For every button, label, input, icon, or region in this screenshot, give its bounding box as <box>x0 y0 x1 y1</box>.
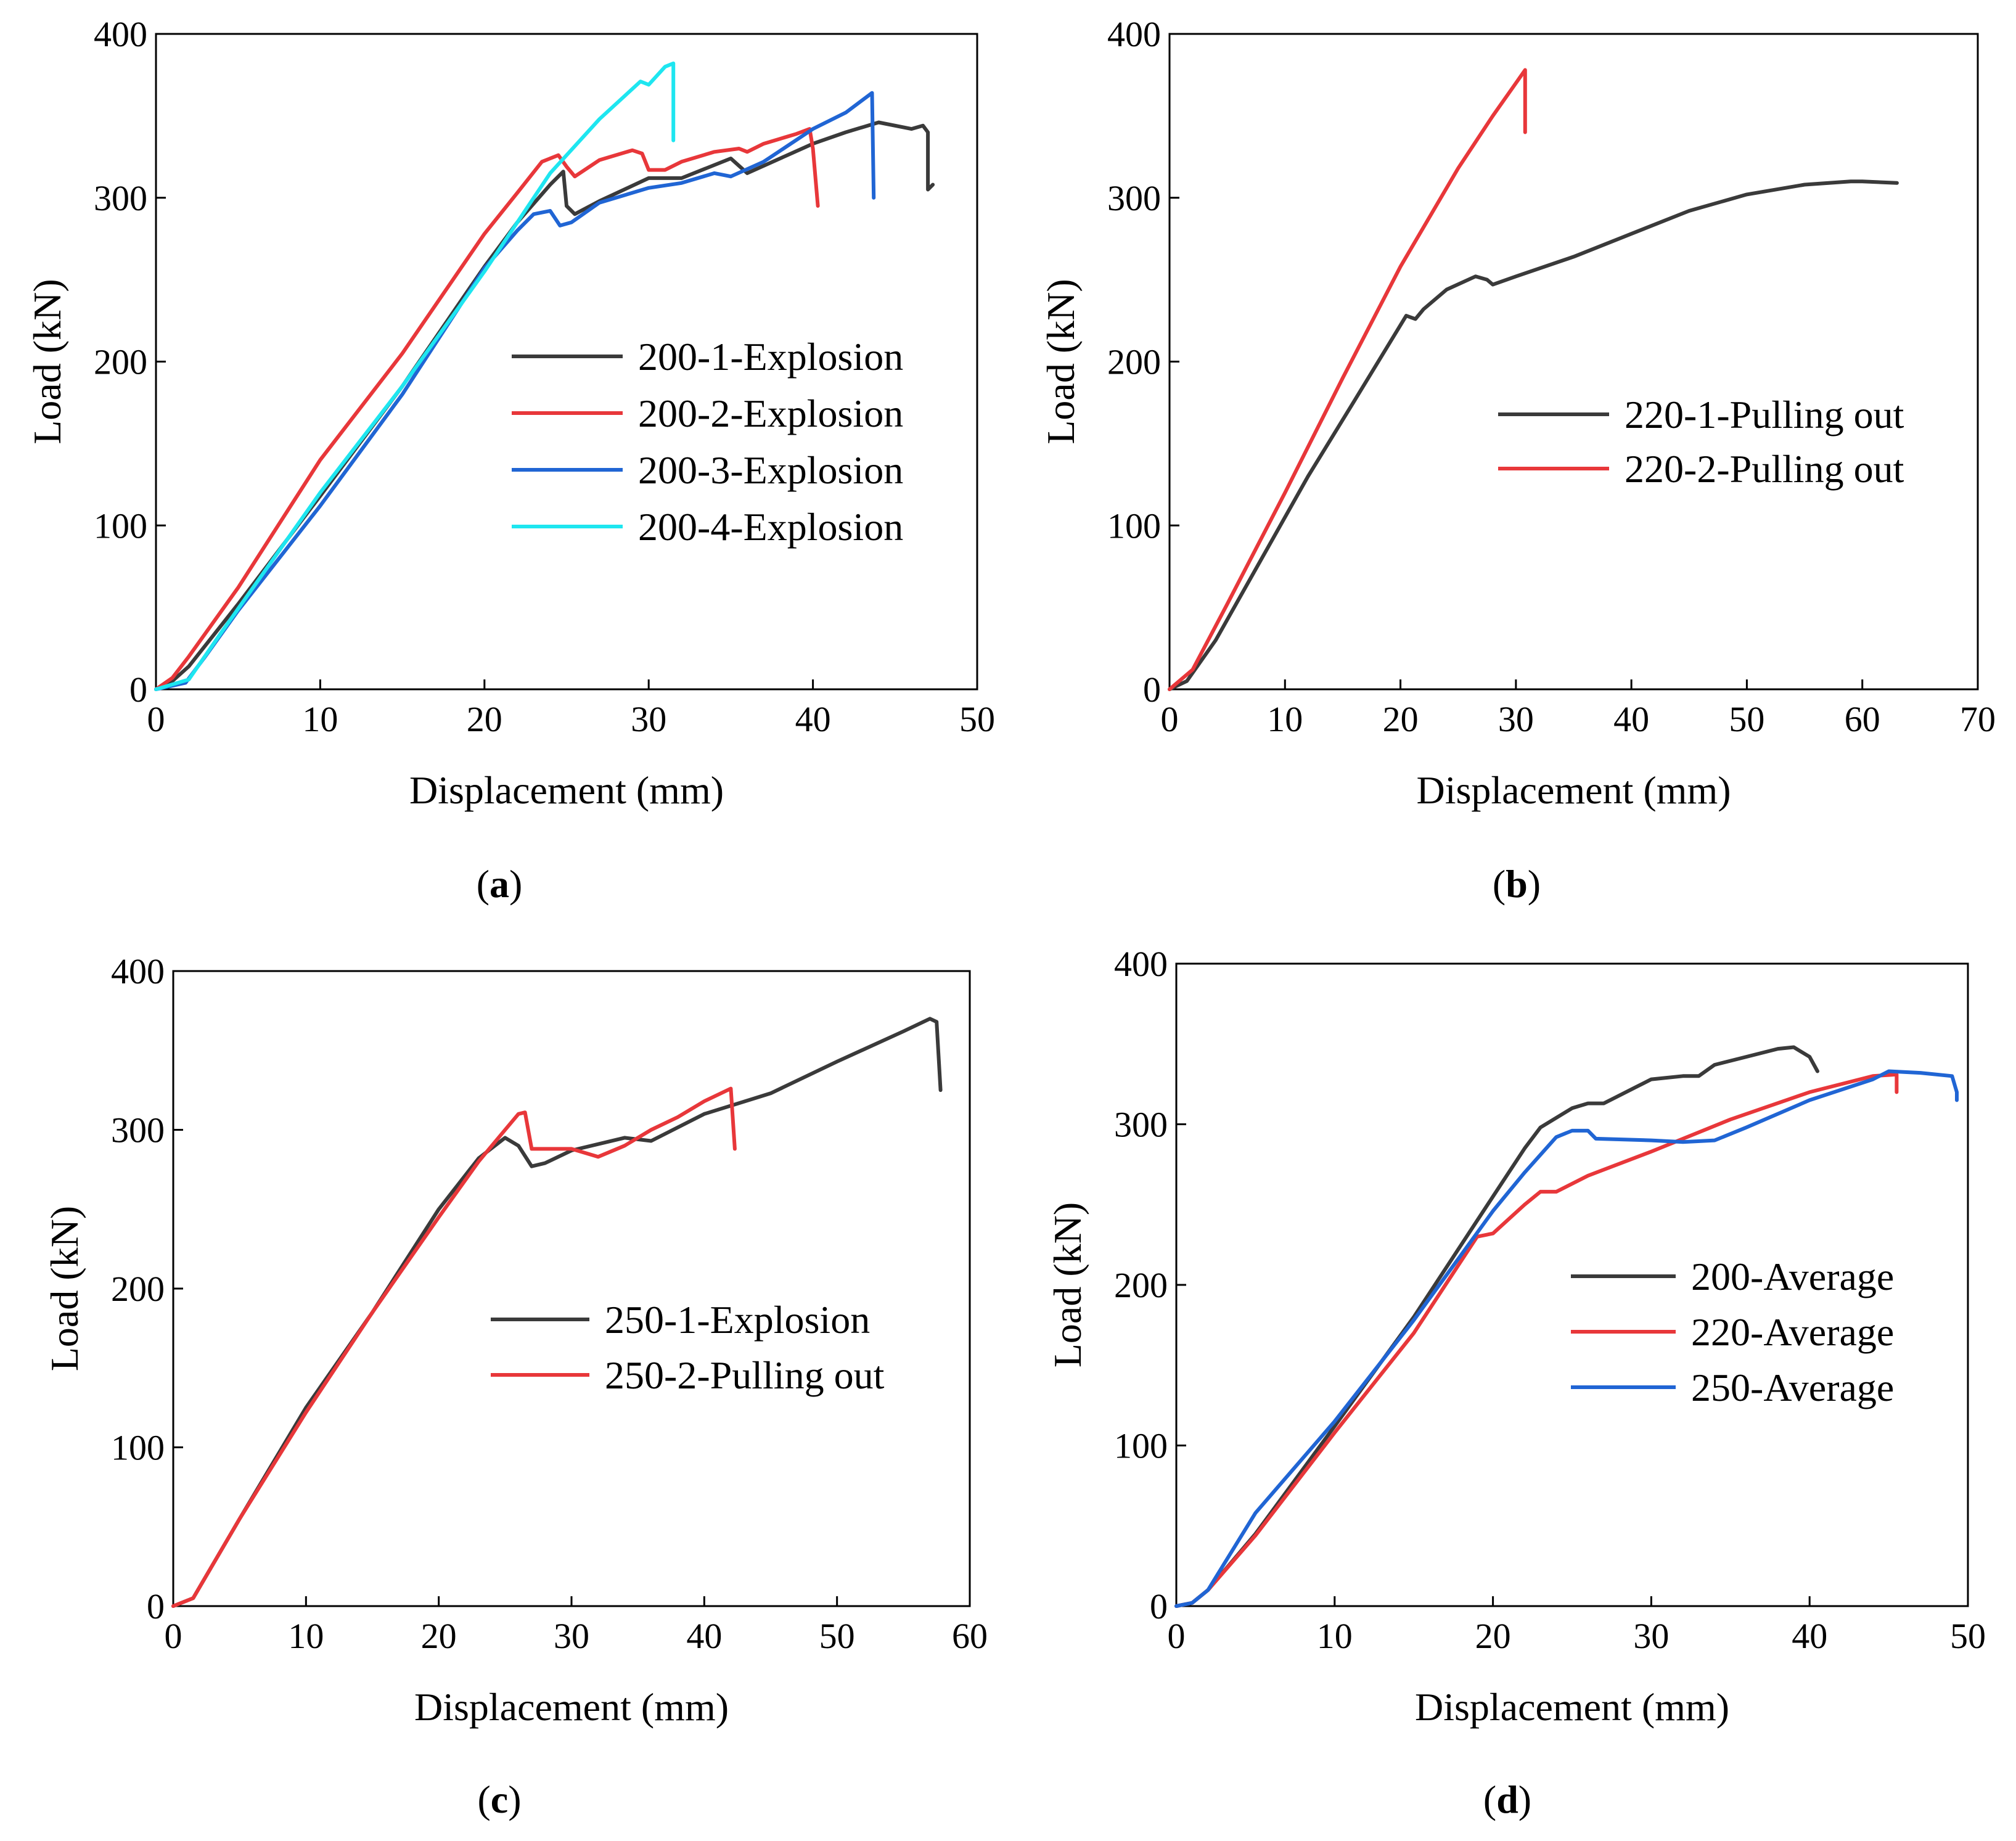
x-axis-title: Displacement (mm) <box>1416 768 1731 812</box>
legend-label: 200-Average <box>1691 1255 1894 1298</box>
x-tick-label: 50 <box>1950 1616 1986 1656</box>
y-tick-label: 100 <box>94 506 147 546</box>
y-tick-label: 300 <box>111 1110 165 1150</box>
y-tick-label: 100 <box>1107 506 1161 546</box>
y-tick-label: 0 <box>1143 670 1161 710</box>
panel-caption: (a) <box>477 862 523 906</box>
x-tick-label: 10 <box>1267 699 1303 739</box>
x-tick-label: 20 <box>467 699 502 739</box>
series-line-200-3-explosion <box>154 91 876 691</box>
x-tick-label: 50 <box>1729 699 1764 739</box>
y-tick-label: 400 <box>111 951 165 991</box>
y-tick-label: 300 <box>1114 1105 1168 1145</box>
x-tick-label: 10 <box>1317 1616 1353 1656</box>
legend-label: 200-1-Explosion <box>638 335 903 379</box>
legend: 200-1-Explosion 200-2-Explosion 200-3-Expl… <box>512 335 903 549</box>
legend: 220-1-Pulling out 220-2-Pulling out <box>1498 393 1904 491</box>
panel-caption: (d) <box>1483 1777 1531 1821</box>
x-tick-label: 20 <box>421 1616 457 1656</box>
y-tick-label: 400 <box>1114 944 1168 984</box>
x-tick-label: 0 <box>1161 699 1179 739</box>
y-axis-title: Load (kN) <box>25 279 69 444</box>
x-tick-label: 40 <box>686 1616 722 1656</box>
x-tick-label: 40 <box>795 699 831 739</box>
x-tick-label: 30 <box>1498 699 1534 739</box>
x-tick-label: 40 <box>1613 699 1649 739</box>
series-line-250-2-pulling-out <box>171 1086 737 1608</box>
x-tick-label: 20 <box>1475 1616 1511 1656</box>
x-tick-label: 30 <box>631 699 666 739</box>
y-tick-label: 200 <box>1114 1265 1168 1305</box>
panel-caption: (c) <box>477 1777 521 1821</box>
legend: 250-1-Explosion 250-2-Pulling out <box>491 1298 885 1397</box>
y-tick-label: 200 <box>94 342 147 382</box>
legend-label: 220-2-Pulling out <box>1625 447 1904 491</box>
panel-b: 0 10 20 30 40 50 60 70 0 100 200 300 400 Displacement… <box>1039 14 1996 906</box>
x-axis-title: Displacement (mm) <box>414 1685 729 1729</box>
x-tick-label: 70 <box>1960 699 1996 739</box>
y-axis-title: Load (kN) <box>43 1206 86 1371</box>
y-tick-label: 100 <box>1114 1426 1168 1466</box>
y-tick-label: 200 <box>111 1269 165 1309</box>
y-tick-label: 200 <box>1107 342 1161 382</box>
legend: 200-Average 220-Average 250-Average <box>1571 1255 1894 1409</box>
y-tick-label: 300 <box>94 178 147 218</box>
x-tick-label: 30 <box>1633 1616 1669 1656</box>
series-line-200-2-explosion <box>154 127 820 691</box>
y-tick-label: 400 <box>1107 14 1161 54</box>
series-line-200-average <box>1174 1045 1819 1608</box>
y-tick-label: 300 <box>1107 178 1161 218</box>
x-axis-title: Displacement (mm) <box>1415 1685 1729 1729</box>
x-tick-label: 60 <box>1845 699 1880 739</box>
legend-label: 250-2-Pulling out <box>605 1353 885 1397</box>
x-tick-label: 0 <box>1168 1616 1186 1656</box>
x-tick-label: 20 <box>1383 699 1419 739</box>
legend-label: 250-1-Explosion <box>605 1298 870 1342</box>
series-line-250-average <box>1174 1069 1959 1608</box>
x-tick-label: 40 <box>1792 1616 1827 1656</box>
x-tick-label: 10 <box>288 1616 324 1656</box>
series-line-220-2-pulling-out <box>1168 68 1527 691</box>
legend-label: 200-4-Explosion <box>638 505 903 549</box>
x-tick-label: 50 <box>819 1616 855 1656</box>
legend-label: 200-2-Explosion <box>638 392 903 435</box>
y-axis-title: Load (kN) <box>1039 279 1083 444</box>
series-line-220-1-pulling-out <box>1168 179 1899 691</box>
panel-c: 0 10 20 30 40 50 60 0 100 200 300 400 Displacement (… <box>43 951 988 1821</box>
x-tick-label: 0 <box>165 1616 182 1656</box>
panel-d: 0 10 20 30 40 50 0 100 200 300 400 Displacement (mm… <box>1046 944 1986 1821</box>
legend-label: 250-Average <box>1691 1366 1894 1409</box>
y-tick-label: 100 <box>111 1428 165 1468</box>
series-line-200-4-explosion <box>154 61 676 691</box>
panel-caption: (b) <box>1493 862 1541 906</box>
legend-label: 220-1-Pulling out <box>1625 393 1904 437</box>
plot-frame <box>172 970 971 1607</box>
x-tick-label: 10 <box>302 699 338 739</box>
y-tick-label: 0 <box>129 670 147 710</box>
panel-a: 0 10 20 30 40 50 0 100 200 300 400 Displacement (mm… <box>25 14 995 906</box>
x-tick-label: 30 <box>554 1616 589 1656</box>
legend-label: 220-Average <box>1691 1310 1894 1354</box>
x-tick-label: 60 <box>952 1616 988 1656</box>
plot-frame <box>1168 33 1979 691</box>
y-tick-label: 400 <box>94 14 147 54</box>
y-tick-label: 0 <box>1150 1586 1168 1626</box>
legend-label: 200-3-Explosion <box>638 448 903 492</box>
x-tick-label: 50 <box>959 699 995 739</box>
y-tick-label: 0 <box>147 1586 165 1626</box>
y-axis-title: Load (kN) <box>1046 1202 1089 1367</box>
x-axis-title: Displacement (mm) <box>409 768 724 812</box>
series-line-220-average <box>1174 1072 1899 1608</box>
x-tick-label: 0 <box>147 699 165 739</box>
